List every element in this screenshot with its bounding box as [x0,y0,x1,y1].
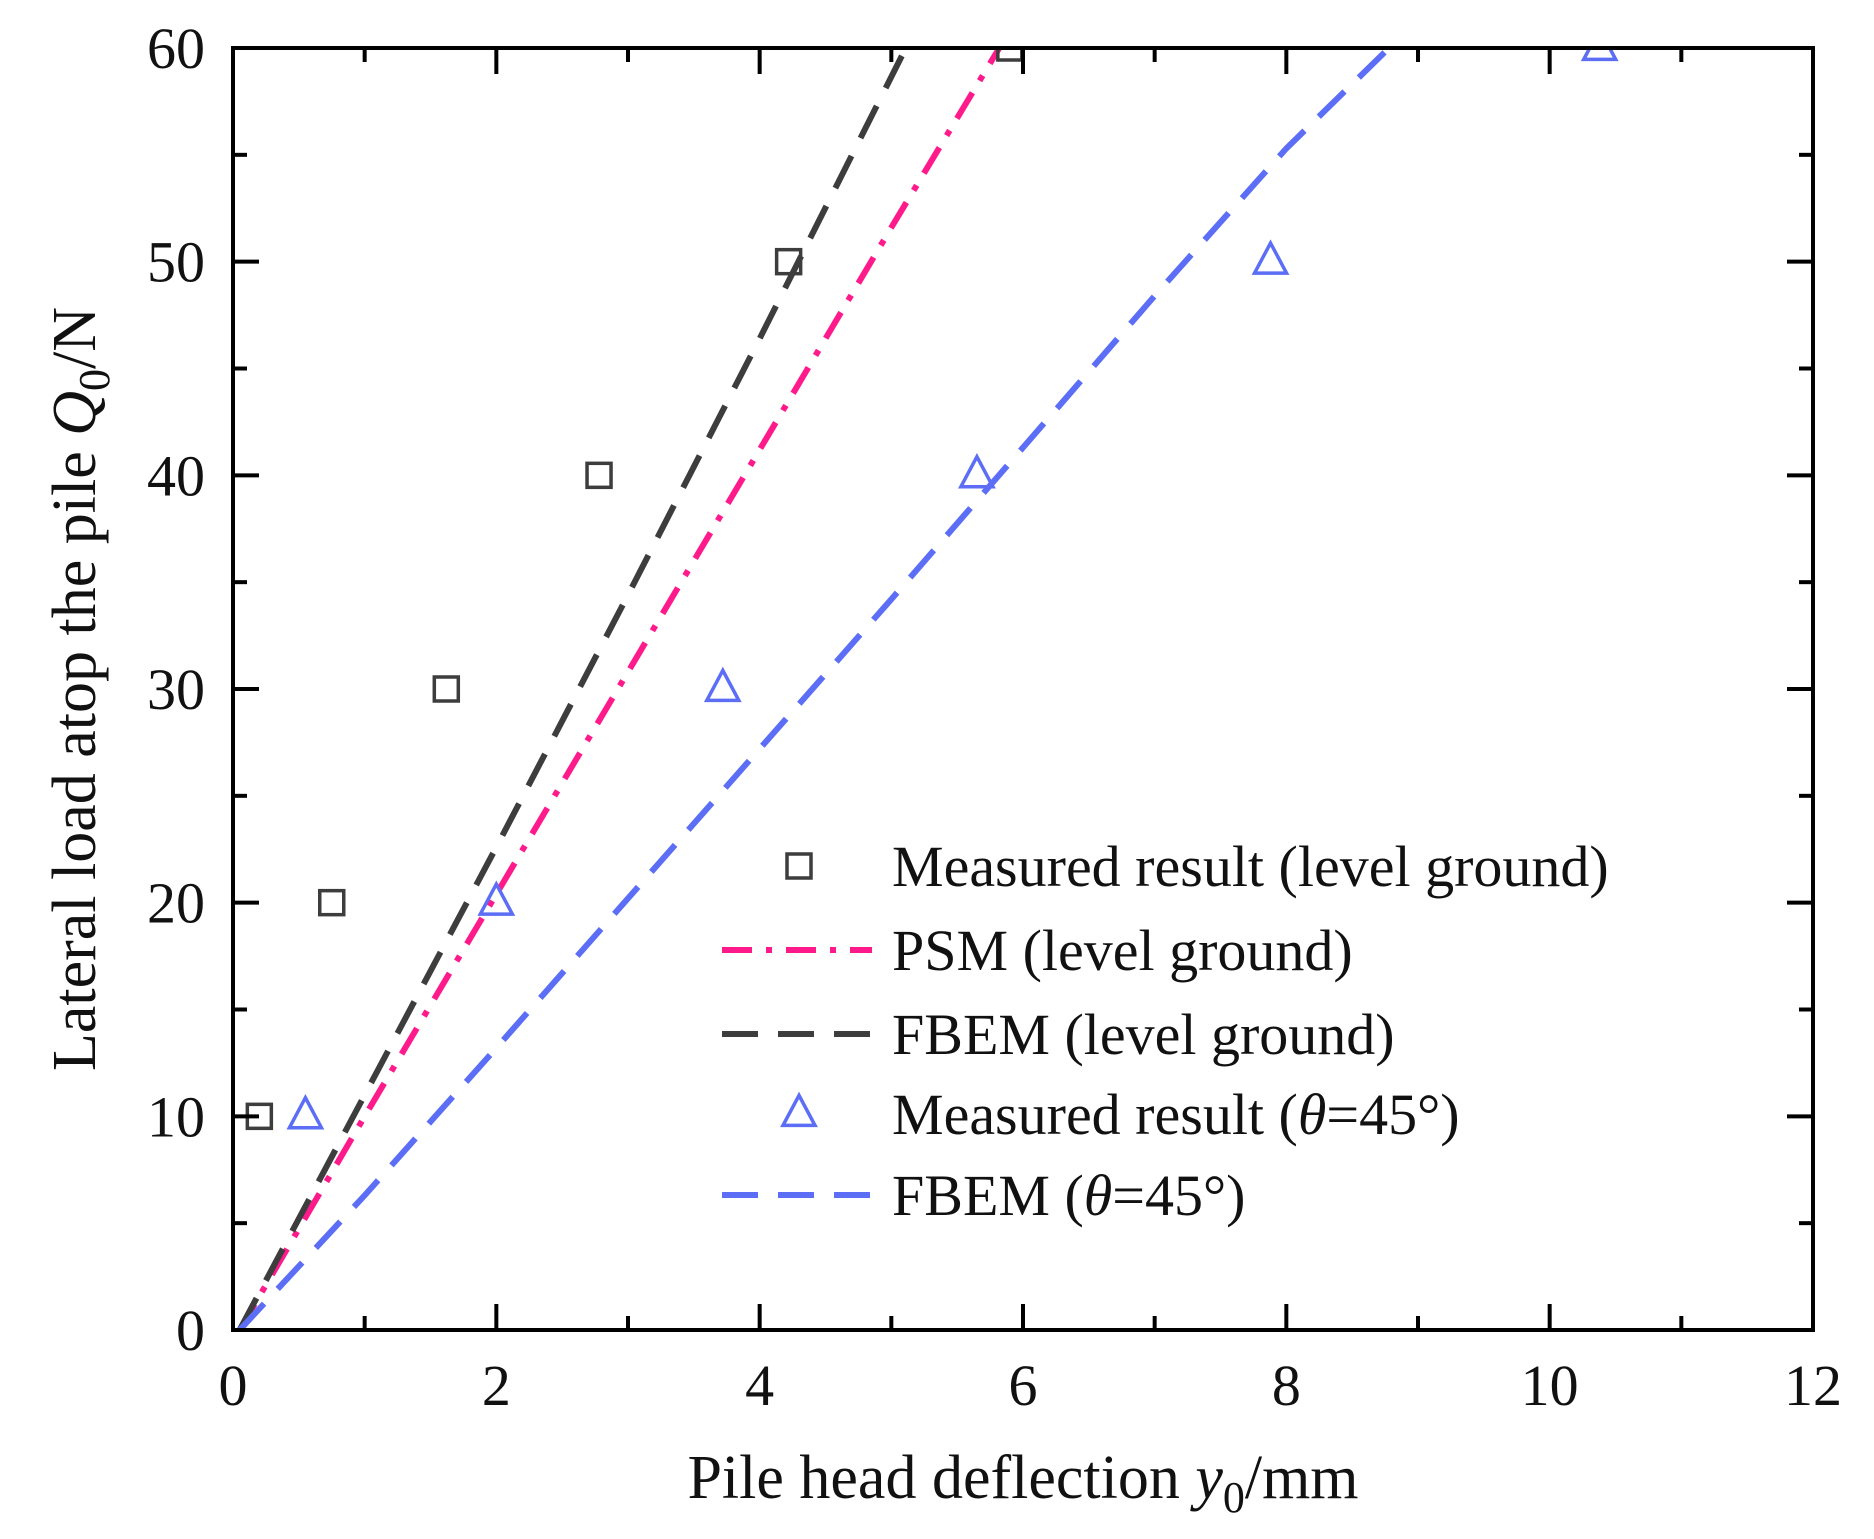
data-point-square [585,461,613,490]
x-tick-label: 0 [219,1353,248,1418]
y-tick-label: 50 [147,230,205,295]
data-point-triangle [1580,48,1619,62]
series-line-psm-level-ground [236,48,1002,1330]
y-tick-label: 30 [147,657,205,722]
legend-label: Measured result (level ground) [892,834,1609,899]
y-tick-label: 60 [147,16,205,81]
data-point-triangle [1251,239,1290,275]
data-point-square [774,247,803,276]
x-tick-label: 8 [1272,1353,1301,1418]
series-line-fbem-level-ground [236,48,909,1330]
data-point-triangle [477,880,516,916]
x-tick-label: 4 [745,1353,774,1418]
data-point-triangle [958,453,996,489]
y-tick-label: 0 [176,1298,205,1363]
x-tick-label: 12 [1784,1353,1842,1418]
x-tick-label: 6 [1009,1353,1038,1418]
legend-label: FBEM (θ=45°) [892,1163,1245,1228]
y-tick-label: 40 [147,443,205,508]
data-point-square [996,48,1024,62]
x-tick-label: 10 [1521,1353,1579,1418]
legend-label: Measured result (θ=45°) [892,1082,1460,1147]
legend-label: PSM (level ground) [892,918,1353,983]
y-tick-label: 10 [147,1084,205,1149]
plot-frame [231,46,1815,1332]
data-point-square [432,675,461,703]
y-tick-label: 20 [147,871,205,936]
legend-marker-swatch [785,852,813,880]
data-point-square [318,888,346,917]
x-tick-label: 2 [482,1353,511,1418]
data-point-triangle [703,666,742,703]
legend-label: FBEM (level ground) [892,1002,1395,1067]
legend: Measured result (level ground) PSM (level… [722,834,1609,1228]
x-axis-title: Pile head deflection y0/mm [687,1444,1358,1522]
series-line-fbem-45 [237,48,1392,1330]
legend-marker-swatch [780,1091,818,1128]
y-axis-title: Lateral load atop the pile Q0/N [41,307,119,1071]
data-point-triangle [286,1094,325,1130]
